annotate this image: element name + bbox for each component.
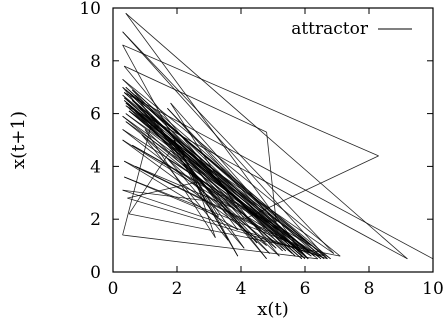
trajectory-segment	[122, 234, 318, 260]
trajectory-segment	[131, 89, 328, 260]
trajectory-segment	[124, 92, 434, 260]
trajectory-segment	[125, 102, 306, 260]
trajectory-segment	[125, 12, 408, 260]
trajectory-segment	[125, 102, 312, 257]
trajectory-segment	[138, 105, 267, 246]
trajectory-segment	[122, 139, 267, 246]
x-tick-label: 10	[422, 279, 444, 299]
trajectory-segment	[266, 132, 277, 222]
trajectory-segment	[122, 86, 267, 260]
trajectory-segment	[122, 31, 328, 260]
x-axis-title: x(t)	[257, 299, 288, 320]
trajectory-segment	[122, 94, 303, 260]
y-tick-label: 10	[79, 0, 101, 19]
y-tick-label: 6	[90, 105, 101, 125]
trajectory-segment	[125, 121, 287, 252]
legend-label-attractor: attractor	[291, 19, 369, 39]
trajectory-segment	[244, 155, 379, 220]
trajectory-segment	[122, 31, 335, 254]
trajectory-segment	[144, 129, 216, 238]
trajectory-segment	[124, 65, 267, 133]
trajectory-segment	[170, 102, 245, 220]
trajectory-segment	[122, 139, 312, 257]
trajectory-segment	[173, 139, 267, 260]
y-tick-label: 0	[90, 263, 101, 283]
trajectory-segment	[122, 189, 328, 260]
trajectory-segment	[125, 105, 408, 260]
trajectory-segment	[128, 110, 335, 254]
x-tick-label: 6	[300, 279, 311, 299]
plot-frame	[112, 7, 434, 273]
x-tick-label: 4	[236, 279, 247, 299]
trajectory-segment	[167, 158, 245, 249]
y-axis-title: x(t+1)	[8, 111, 29, 169]
trajectory-segment	[123, 65, 280, 257]
trajectory-segment	[122, 124, 152, 236]
trajectory-segment	[135, 166, 235, 210]
trajectory-segment	[122, 94, 322, 257]
y-tick-label: 8	[90, 52, 101, 72]
trajectory-segment	[195, 182, 216, 238]
trajectory-segment	[122, 44, 379, 157]
trajectory-segment	[128, 110, 303, 260]
y-tick-label: 2	[90, 210, 101, 230]
trajectory-segment	[127, 197, 322, 257]
trajectory-segment	[122, 189, 206, 202]
x-tick-label: 0	[108, 279, 119, 299]
trajectory-segment	[167, 158, 261, 220]
trajectory-segment	[128, 150, 171, 215]
x-tick-label: 2	[172, 279, 183, 299]
trajectory-segment	[127, 181, 197, 199]
trajectory-segment	[170, 102, 309, 260]
y-tick-label: 4	[90, 157, 101, 177]
x-tick-label: 8	[364, 279, 375, 299]
trajectory-segment	[167, 108, 306, 260]
legend: attractor	[291, 19, 412, 39]
trajectory-segment	[124, 176, 219, 217]
tick-layer: 0 2 4 6 8 10 0 2 4 6 8 10	[79, 0, 443, 299]
trajectory-segment	[183, 163, 239, 257]
trajectory-layer	[122, 12, 434, 260]
trajectory-segment	[167, 108, 277, 223]
trajectory-segment	[123, 92, 309, 260]
